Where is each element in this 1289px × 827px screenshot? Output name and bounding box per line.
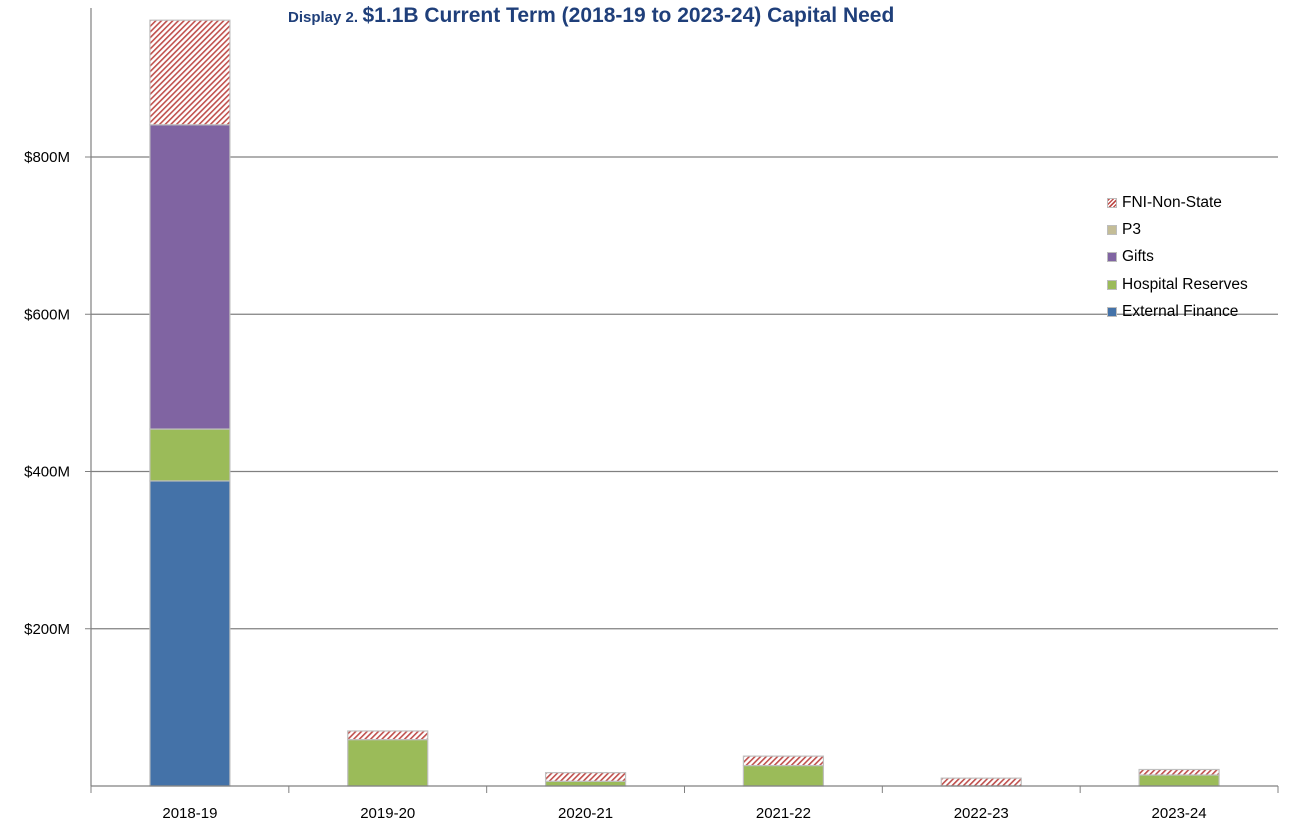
legend-item: Gifts <box>1107 244 1248 271</box>
legend-swatch <box>1107 279 1117 290</box>
x-tick-label: 2019-20 <box>360 805 415 822</box>
legend-swatch <box>1107 252 1117 263</box>
bar-segment-fni-non-state <box>742 755 825 767</box>
legend-item: External Finance <box>1107 299 1248 326</box>
legend-item: Hospital Reserves <box>1107 271 1248 298</box>
legend-label: External Finance <box>1122 303 1239 321</box>
chart-title-prefix: Display 2. <box>288 9 359 26</box>
bar-segment-fni-non-state <box>544 772 627 782</box>
x-tick-label: 2021-22 <box>756 805 811 822</box>
bars <box>149 19 1220 787</box>
bar-segment-hospital-reserves <box>544 780 627 787</box>
gridlines <box>91 156 1278 630</box>
bar-segment-fni-non-state <box>940 777 1022 787</box>
legend-label: Gifts <box>1122 248 1154 266</box>
chart-title-main: $1.1B Current Term (2018-19 to 2023-24) … <box>362 4 895 27</box>
legend-item: P3 <box>1107 216 1248 243</box>
y-tick-label: $600M <box>24 306 70 323</box>
legend-label: FNI-Non-State <box>1122 193 1222 211</box>
legend-label: P3 <box>1122 221 1141 239</box>
bar-segment-hospital-reserves <box>742 764 825 787</box>
axes <box>85 8 1279 793</box>
legend-swatch <box>1107 197 1117 208</box>
legend-label: Hospital Reserves <box>1122 275 1248 293</box>
y-tick-label: $800M <box>24 149 70 166</box>
bar-segment-gifts <box>149 124 231 430</box>
bar-segment-external-finance <box>149 480 231 787</box>
x-tick-label: 2018-19 <box>162 805 217 822</box>
x-tick-label: 2023-24 <box>1152 805 1207 822</box>
y-tick-label: $400M <box>24 464 70 481</box>
y-tick-label: $200M <box>24 621 70 638</box>
tick-labels: $200M $400M $600M $800M 2018-19 2019-20 2020-2… <box>24 149 1206 822</box>
bar-segment-hospital-reserves <box>347 739 429 787</box>
bar-segment-fni-non-state <box>347 730 429 741</box>
bar-segment-fni-non-state <box>149 19 231 126</box>
legend-item: FNI-Non-State <box>1107 189 1248 216</box>
x-tick-label: 2022-23 <box>954 805 1009 822</box>
legend: FNI-Non-State P3 Gifts Hospital Reserves Ext… <box>1107 189 1248 326</box>
legend-swatch <box>1107 225 1117 236</box>
x-tick-label: 2020-21 <box>558 805 613 822</box>
chart-title: Display 2. $1.1B Current Term (2018-19 t… <box>288 4 894 28</box>
legend-swatch <box>1107 307 1117 318</box>
bar-segment-hospital-reserves <box>1138 774 1220 787</box>
bar-segment-hospital-reserves <box>149 428 231 482</box>
bar-segment-fni-non-state <box>1138 768 1220 776</box>
